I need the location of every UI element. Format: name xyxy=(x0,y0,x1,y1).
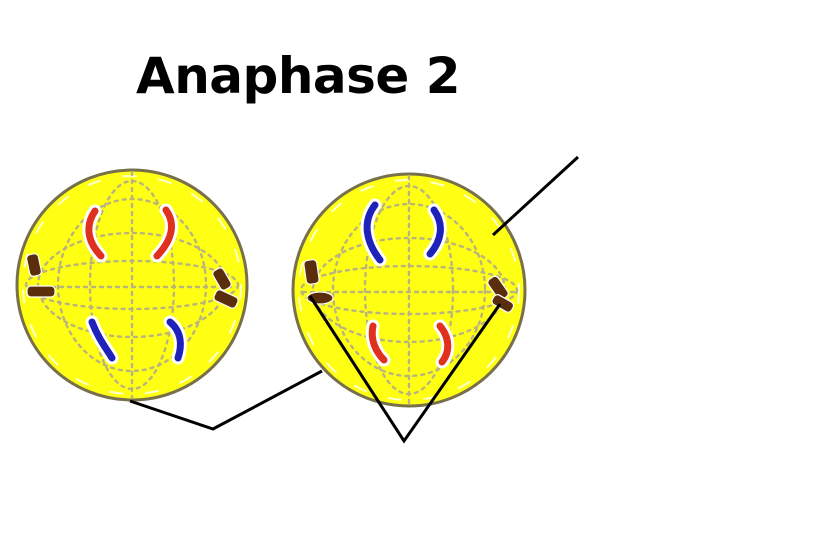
right-chromosome-blue-2-fill xyxy=(426,206,444,258)
centriole-pointer-line xyxy=(308,295,502,444)
left-centriole-right xyxy=(212,267,239,309)
left-chromosome-blue-1-fill xyxy=(88,318,116,362)
diagram-title: Anaphase 2 xyxy=(136,47,461,105)
right-cell xyxy=(291,172,527,408)
left-chromosome-red-2-fill xyxy=(153,206,175,260)
left-chromosome-red-1-fill xyxy=(85,207,105,260)
right-chromosome-blue-1-fill xyxy=(363,201,384,264)
right-chromosome-red-2-fill xyxy=(436,322,452,366)
membrane-pointer-line xyxy=(491,155,580,237)
left-centriole-left xyxy=(25,253,56,298)
left-cell xyxy=(15,168,249,402)
right-chromosome-red-1-fill xyxy=(368,322,388,364)
left-chromosome-blue-2-fill xyxy=(166,318,184,362)
pointer-lines xyxy=(129,155,580,444)
right-centriole-right xyxy=(487,275,515,313)
cell-pointer-line xyxy=(129,369,323,431)
